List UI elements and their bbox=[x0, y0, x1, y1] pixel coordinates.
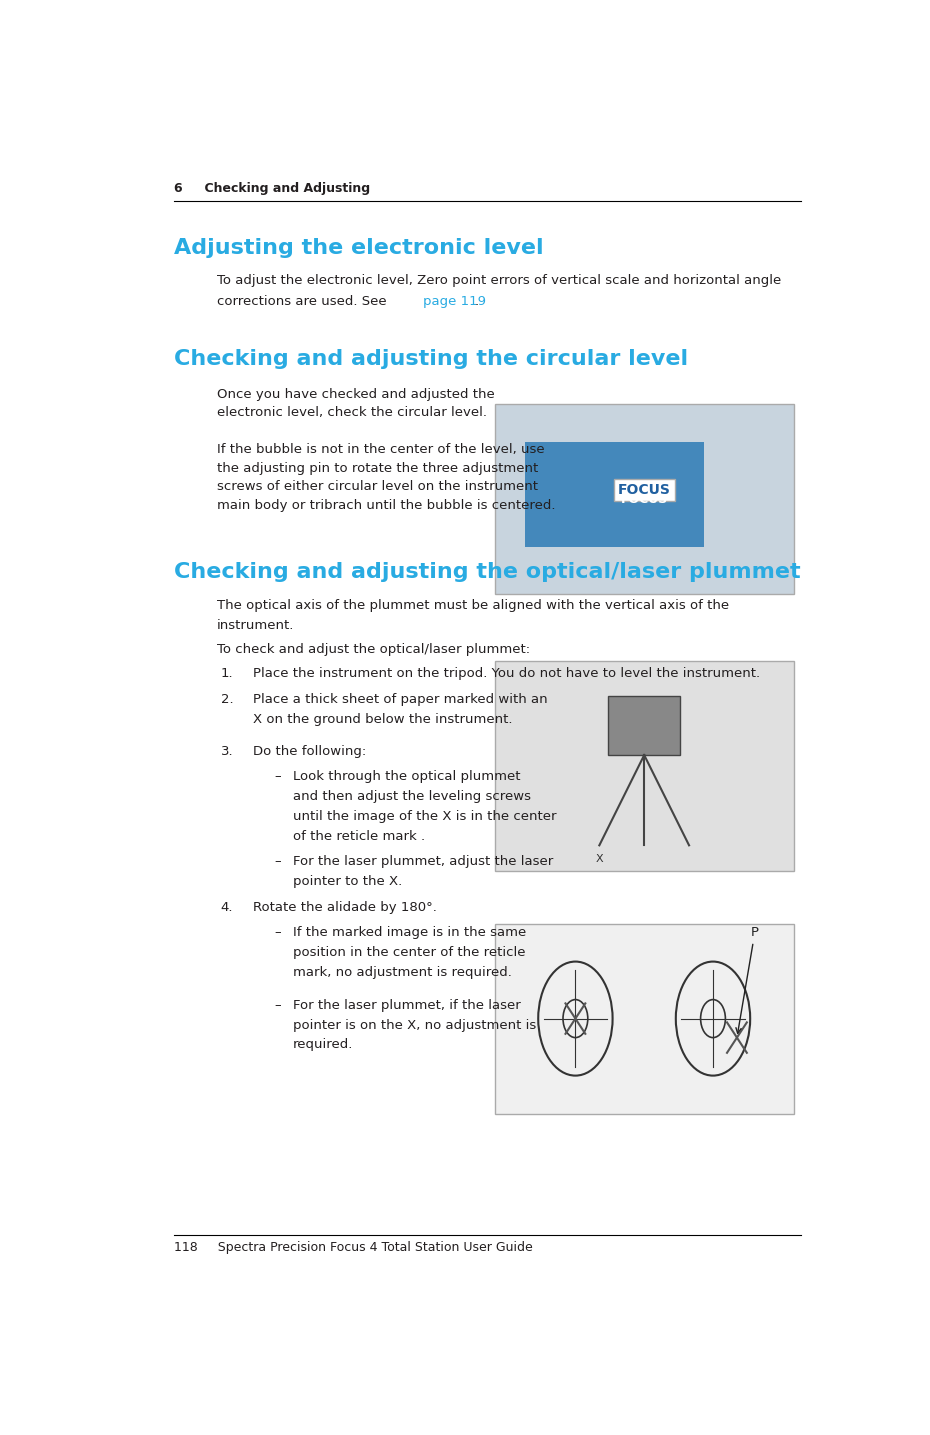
Text: –: – bbox=[275, 999, 282, 1012]
Text: Do the following:: Do the following: bbox=[253, 745, 366, 758]
Bar bbox=[525, 442, 704, 547]
Text: Rotate the alidade by 180°.: Rotate the alidade by 180°. bbox=[253, 901, 437, 914]
Text: and then adjust the leveling screws: and then adjust the leveling screws bbox=[293, 789, 531, 802]
Text: X: X bbox=[595, 854, 604, 864]
Text: pointer to the X.: pointer to the X. bbox=[293, 875, 402, 888]
Text: 6     Checking and Adjusting: 6 Checking and Adjusting bbox=[174, 182, 370, 195]
Text: The optical axis of the plummet must be aligned with the vertical axis of the: The optical axis of the plummet must be … bbox=[217, 598, 729, 611]
Text: required.: required. bbox=[293, 1039, 353, 1052]
Text: pointer is on the X, no adjustment is: pointer is on the X, no adjustment is bbox=[293, 1019, 536, 1032]
Text: corrections are used. See: corrections are used. See bbox=[217, 294, 391, 309]
Text: X on the ground below the instrument.: X on the ground below the instrument. bbox=[253, 713, 512, 726]
Text: For the laser plummet, adjust the laser: For the laser plummet, adjust the laser bbox=[293, 855, 553, 868]
Text: P: P bbox=[736, 926, 759, 1033]
Text: –: – bbox=[275, 771, 282, 784]
Text: until the image of the X is in the center: until the image of the X is in the cente… bbox=[293, 809, 556, 822]
Text: Place a thick sheet of paper marked with an: Place a thick sheet of paper marked with… bbox=[253, 693, 548, 706]
Text: mark, no adjustment is required.: mark, no adjustment is required. bbox=[293, 966, 512, 979]
Text: page 119: page 119 bbox=[422, 294, 485, 309]
Text: 118     Spectra Precision Focus 4 Total Station User Guide: 118 Spectra Precision Focus 4 Total Stat… bbox=[174, 1241, 533, 1254]
Text: For the laser plummet, if the laser: For the laser plummet, if the laser bbox=[293, 999, 521, 1012]
Text: Checking and adjusting the optical/laser plummet: Checking and adjusting the optical/laser… bbox=[174, 563, 801, 583]
Text: position in the center of the reticle: position in the center of the reticle bbox=[293, 946, 525, 959]
Bar bbox=[495, 924, 793, 1114]
Text: FOCUS: FOCUS bbox=[620, 492, 668, 505]
Text: To adjust the electronic level, Zero point errors of vertical scale and horizont: To adjust the electronic level, Zero poi… bbox=[217, 274, 781, 287]
Text: 4.: 4. bbox=[220, 901, 233, 914]
Text: Adjusting the electronic level: Adjusting the electronic level bbox=[174, 238, 543, 258]
Text: Look through the optical plummet: Look through the optical plummet bbox=[293, 771, 520, 784]
Text: FOCUS: FOCUS bbox=[618, 482, 671, 497]
Text: To check and adjust the optical/laser plummet:: To check and adjust the optical/laser pl… bbox=[217, 643, 530, 656]
Text: Once you have checked and adjusted the
electronic level, check the circular leve: Once you have checked and adjusted the e… bbox=[217, 387, 555, 512]
Text: 3.: 3. bbox=[220, 745, 233, 758]
Text: Place the instrument on the tripod. You do not have to level the instrument.: Place the instrument on the tripod. You … bbox=[253, 667, 761, 680]
Bar bbox=[495, 405, 793, 594]
Bar bbox=[608, 696, 680, 755]
Text: –: – bbox=[275, 926, 282, 938]
Text: –: – bbox=[275, 855, 282, 868]
Text: instrument.: instrument. bbox=[217, 618, 295, 631]
Text: Checking and adjusting the circular level: Checking and adjusting the circular leve… bbox=[174, 349, 688, 369]
Text: .: . bbox=[474, 294, 479, 309]
Bar bbox=[495, 660, 793, 871]
Text: If the marked image is in the same: If the marked image is in the same bbox=[293, 926, 526, 938]
Text: 2.: 2. bbox=[220, 693, 233, 706]
Text: of the reticle mark .: of the reticle mark . bbox=[293, 829, 425, 842]
Text: 1.: 1. bbox=[220, 667, 233, 680]
